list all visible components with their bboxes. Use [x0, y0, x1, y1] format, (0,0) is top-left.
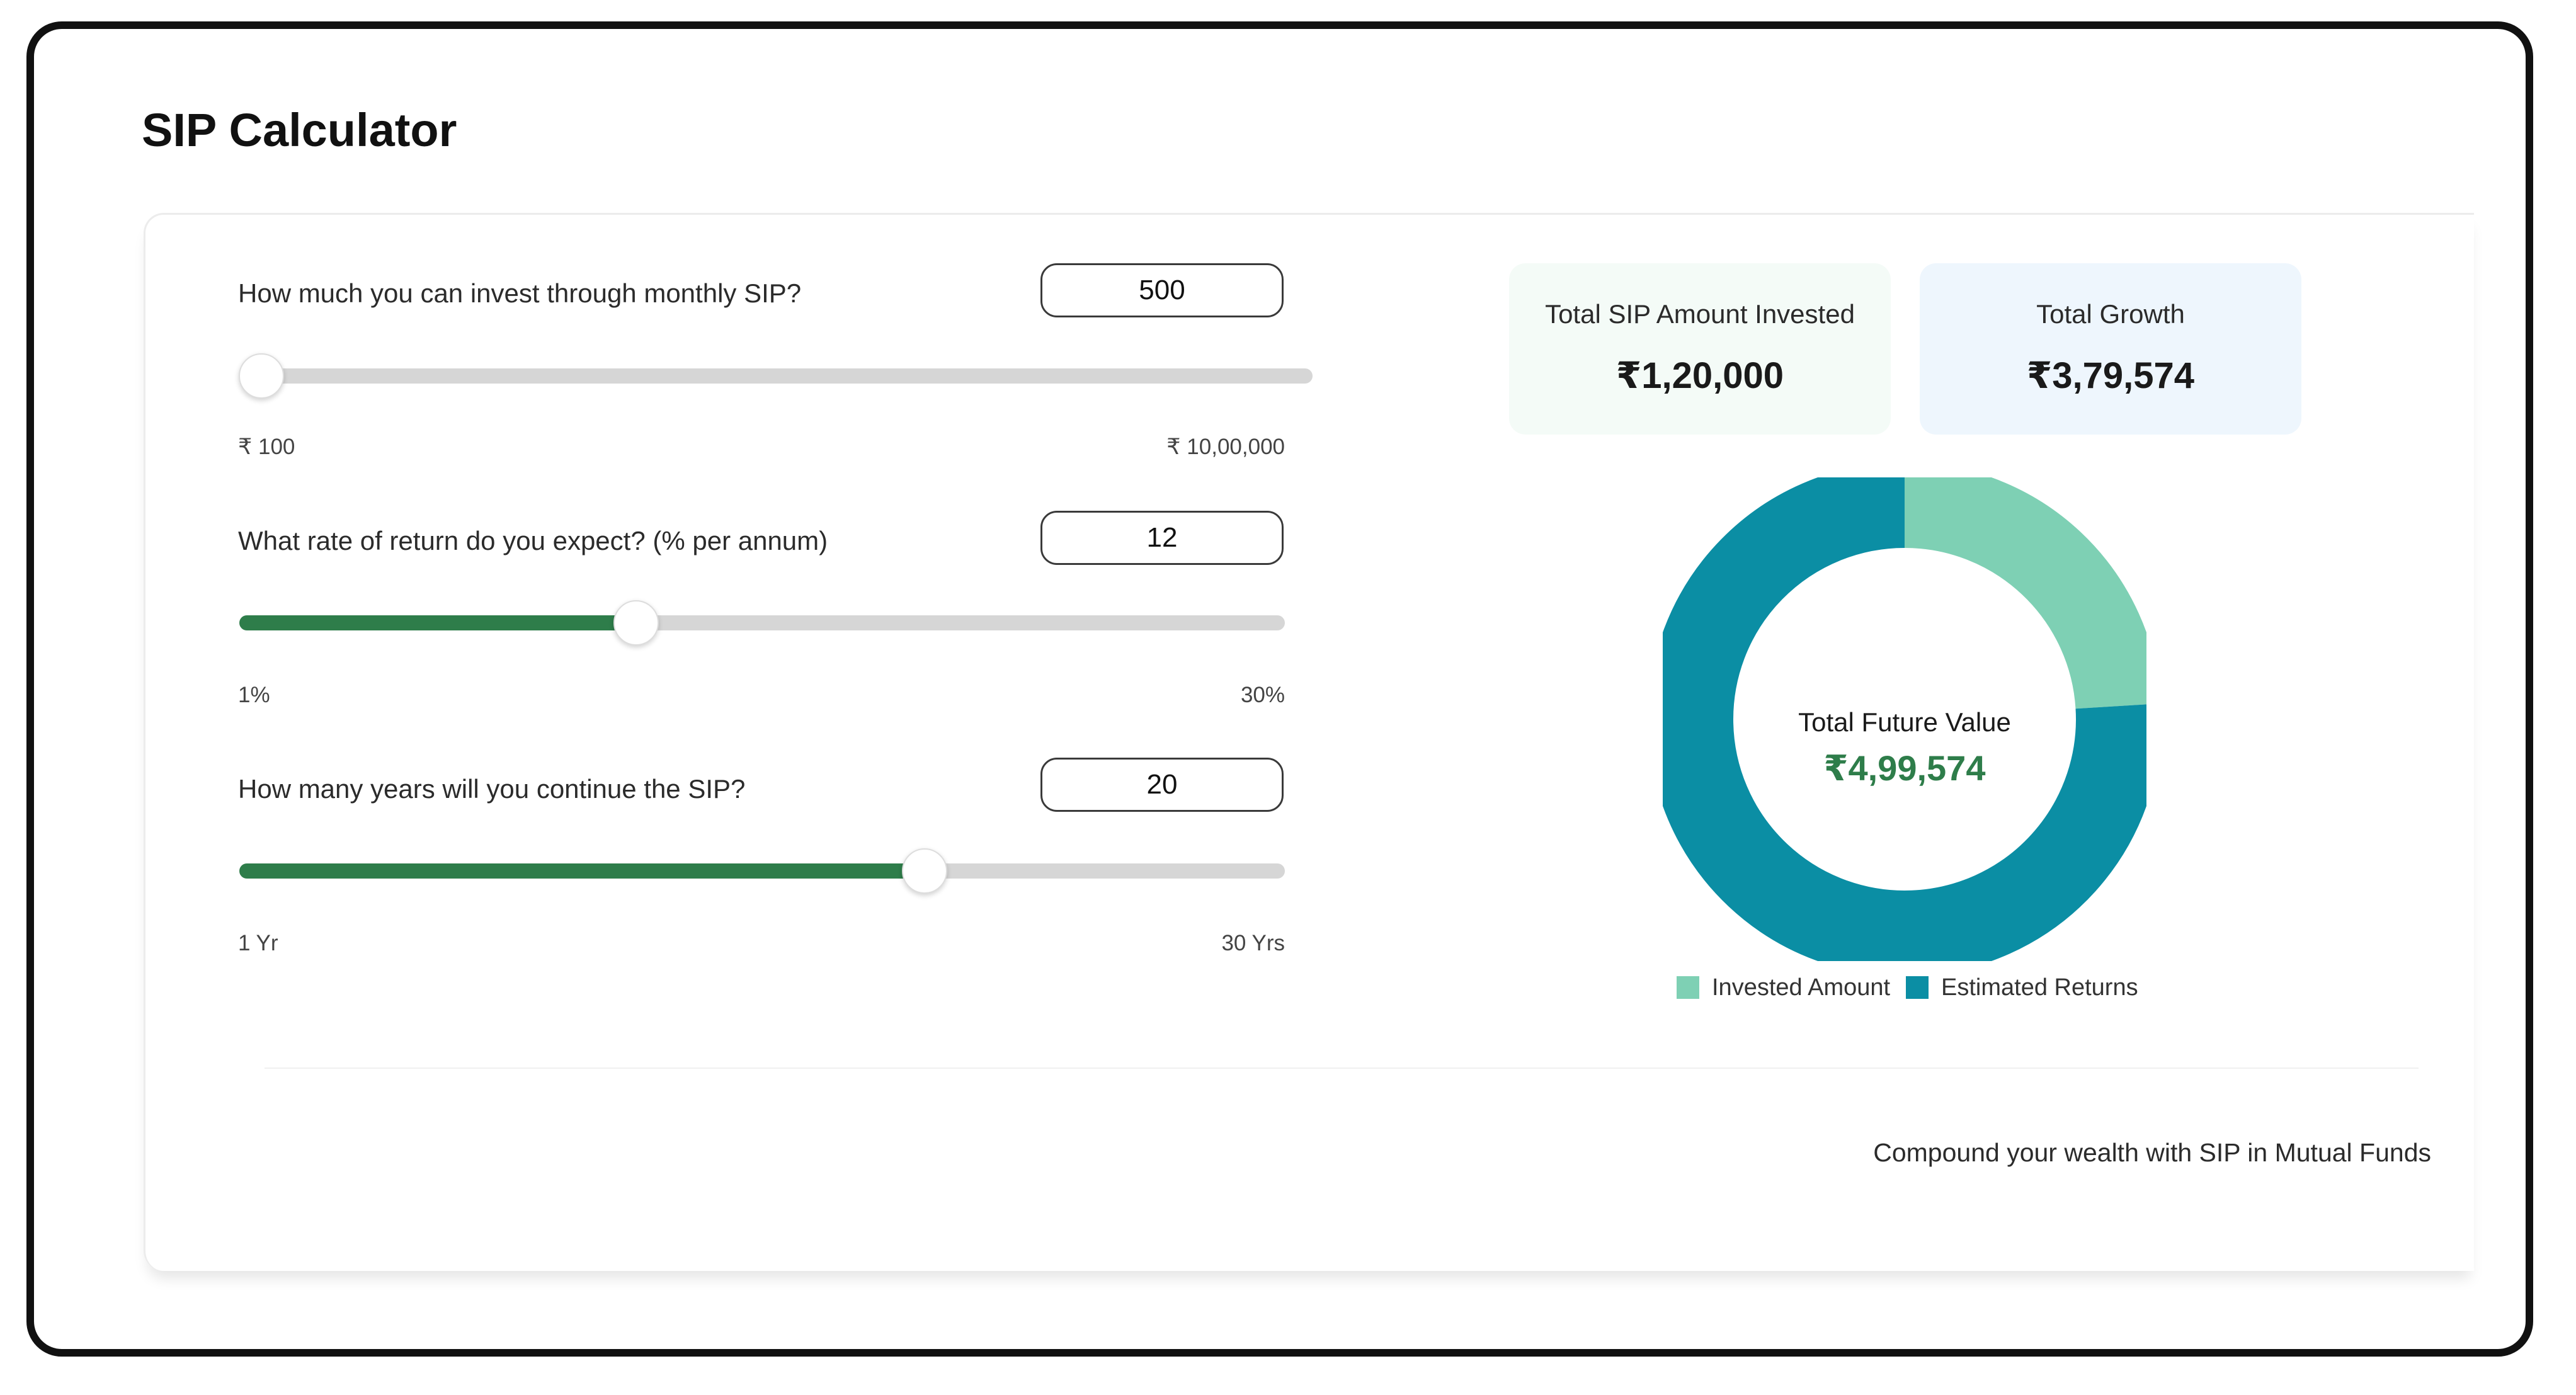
total-invested-label: Total SIP Amount Invested	[1545, 299, 1855, 329]
return-rate-input[interactable]	[1040, 511, 1284, 565]
return-rate-slider[interactable]	[239, 600, 1285, 646]
monthly-investment-max-label: ₹ 10,00,000	[1166, 435, 1285, 459]
total-growth-card: Total Growth ₹3,79,574	[1920, 263, 2301, 435]
sip-years-max-label: 30 Yrs	[1221, 931, 1285, 955]
return-rate-min-label: 1%	[238, 683, 270, 707]
legend-swatch-returns	[1906, 976, 1929, 999]
card-divider	[265, 1068, 2419, 1069]
monthly-investment-question: How much you can invest through monthly …	[238, 278, 802, 308]
legend-swatch-invested	[1677, 976, 1699, 999]
slider-fill	[239, 615, 636, 630]
donut-slice-returns	[1663, 477, 2146, 961]
donut-center-value: ₹4,99,574	[1823, 748, 1986, 788]
slider-track	[261, 368, 1313, 384]
total-invested-value: ₹1,20,000	[1616, 355, 1784, 396]
legend-label-returns: Estimated Returns	[1941, 974, 2138, 1001]
total-growth-value: ₹3,79,574	[2026, 355, 2195, 396]
footer-tagline: Compound your wealth with SIP in Mutual …	[1873, 1138, 2431, 1167]
sip-years-slider[interactable]	[239, 848, 1285, 894]
return-rate-question: What rate of return do you expect? (% pe…	[238, 526, 828, 555]
monthly-investment-slider[interactable]	[238, 353, 1313, 399]
slider-thumb[interactable]	[238, 353, 284, 399]
page-title: SIP Calculator	[142, 104, 457, 156]
future-value-donut-chart	[1663, 477, 2146, 961]
legend-item-returns: Estimated Returns	[1906, 974, 2138, 1001]
monthly-investment-min-label: ₹ 100	[238, 435, 295, 459]
monthly-investment-input[interactable]	[1040, 263, 1284, 317]
sip-years-min-label: 1 Yr	[238, 931, 278, 955]
return-rate-max-label: 30%	[1240, 683, 1285, 707]
slider-fill	[239, 863, 925, 879]
sip-years-question: How many years will you continue the SIP…	[238, 774, 746, 804]
total-invested-card: Total SIP Amount Invested ₹1,20,000	[1509, 263, 1891, 435]
legend-item-invested: Invested Amount	[1677, 974, 1890, 1001]
legend-label-invested: Invested Amount	[1712, 974, 1891, 1001]
donut-slice-invested	[1903, 477, 2146, 710]
donut-center-label: Total Future Value	[1798, 707, 2011, 737]
slider-thumb[interactable]	[901, 848, 947, 894]
slider-thumb[interactable]	[613, 600, 659, 646]
total-growth-label: Total Growth	[2036, 299, 2185, 329]
sip-years-input[interactable]	[1040, 758, 1284, 812]
